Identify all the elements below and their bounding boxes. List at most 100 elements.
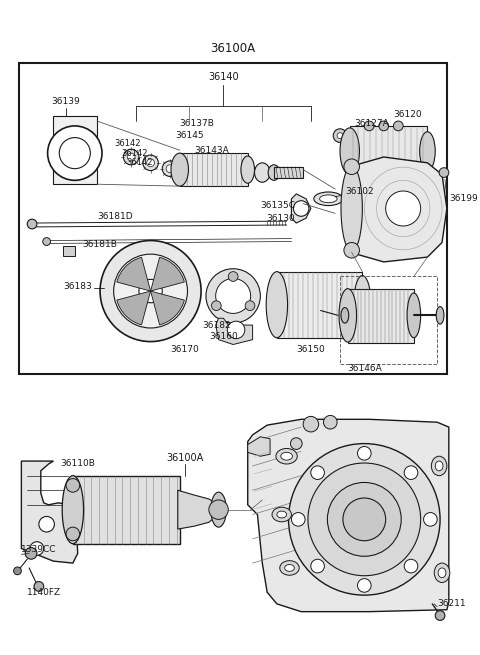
Ellipse shape [320, 195, 337, 202]
Circle shape [311, 466, 324, 479]
Ellipse shape [420, 132, 435, 170]
Circle shape [293, 200, 309, 216]
Text: 36137B: 36137B [180, 119, 215, 128]
Text: 36199: 36199 [449, 195, 478, 203]
Text: 36183: 36183 [63, 282, 92, 291]
Text: 36142: 36142 [126, 159, 153, 167]
Polygon shape [248, 419, 449, 612]
Text: 36181D: 36181D [97, 212, 133, 221]
Circle shape [364, 121, 374, 131]
Circle shape [344, 159, 360, 174]
Text: 36170: 36170 [170, 345, 199, 354]
Circle shape [394, 121, 403, 131]
Bar [348, 289, 414, 343]
Ellipse shape [340, 128, 360, 174]
Text: 36130: 36130 [266, 214, 295, 223]
Circle shape [228, 272, 238, 282]
Text: 36140: 36140 [208, 72, 239, 83]
Circle shape [344, 242, 360, 258]
Circle shape [143, 155, 158, 170]
Ellipse shape [285, 565, 294, 571]
Ellipse shape [341, 308, 349, 323]
Ellipse shape [254, 163, 270, 182]
Circle shape [288, 443, 440, 595]
Text: 36146A: 36146A [347, 364, 382, 373]
Circle shape [66, 527, 80, 541]
Bar [19, 63, 447, 373]
Bar [350, 126, 428, 176]
Circle shape [228, 321, 245, 339]
Circle shape [385, 191, 420, 226]
Wedge shape [117, 291, 151, 325]
Circle shape [147, 159, 155, 167]
Wedge shape [117, 257, 151, 291]
Polygon shape [350, 157, 447, 262]
Polygon shape [291, 194, 311, 223]
Text: 36127A: 36127A [355, 119, 389, 128]
Polygon shape [178, 490, 218, 529]
Text: 36102: 36102 [345, 187, 373, 195]
Ellipse shape [339, 289, 357, 342]
Polygon shape [216, 318, 252, 345]
Circle shape [59, 138, 90, 169]
Circle shape [43, 238, 50, 246]
Text: 36143A: 36143A [194, 145, 229, 155]
Circle shape [358, 447, 371, 460]
Text: 36142: 36142 [115, 139, 141, 148]
Circle shape [166, 165, 174, 172]
Circle shape [327, 483, 401, 556]
Ellipse shape [436, 307, 444, 324]
Circle shape [66, 479, 80, 492]
Circle shape [439, 168, 449, 178]
Circle shape [311, 559, 324, 573]
Ellipse shape [171, 153, 189, 186]
Bar [180, 153, 248, 186]
Ellipse shape [268, 165, 280, 180]
Circle shape [308, 463, 420, 576]
Ellipse shape [354, 276, 371, 334]
Ellipse shape [266, 272, 288, 338]
Circle shape [216, 278, 251, 313]
Ellipse shape [435, 461, 443, 471]
Ellipse shape [62, 476, 84, 544]
Circle shape [423, 513, 437, 526]
Ellipse shape [241, 156, 254, 183]
Ellipse shape [211, 492, 227, 527]
Circle shape [290, 438, 302, 449]
Circle shape [139, 280, 162, 303]
Circle shape [162, 161, 178, 176]
Bar [277, 272, 362, 338]
Ellipse shape [314, 192, 343, 206]
Text: 36145: 36145 [175, 131, 204, 140]
Bar [73, 476, 180, 544]
Circle shape [404, 559, 418, 573]
Circle shape [291, 513, 305, 526]
Text: 36135C: 36135C [260, 201, 295, 210]
Circle shape [127, 153, 135, 161]
Ellipse shape [434, 563, 450, 582]
Text: 36100A: 36100A [211, 42, 256, 55]
Circle shape [114, 254, 188, 328]
Text: 36160: 36160 [209, 332, 238, 341]
Circle shape [48, 126, 102, 180]
Circle shape [343, 498, 385, 541]
Circle shape [324, 415, 337, 429]
Bar [274, 167, 303, 178]
Ellipse shape [281, 453, 292, 460]
Circle shape [27, 219, 37, 229]
Circle shape [100, 240, 201, 342]
Circle shape [337, 133, 343, 139]
Circle shape [358, 578, 371, 592]
Ellipse shape [280, 561, 299, 575]
Circle shape [206, 269, 260, 323]
Circle shape [39, 516, 54, 532]
Circle shape [333, 129, 347, 142]
Text: 36150: 36150 [297, 345, 325, 354]
Text: 36211: 36211 [437, 599, 466, 608]
Text: 36182: 36182 [202, 320, 231, 329]
Ellipse shape [438, 568, 446, 578]
Polygon shape [53, 116, 97, 184]
Circle shape [123, 149, 139, 165]
Circle shape [209, 500, 228, 519]
Circle shape [25, 548, 37, 559]
